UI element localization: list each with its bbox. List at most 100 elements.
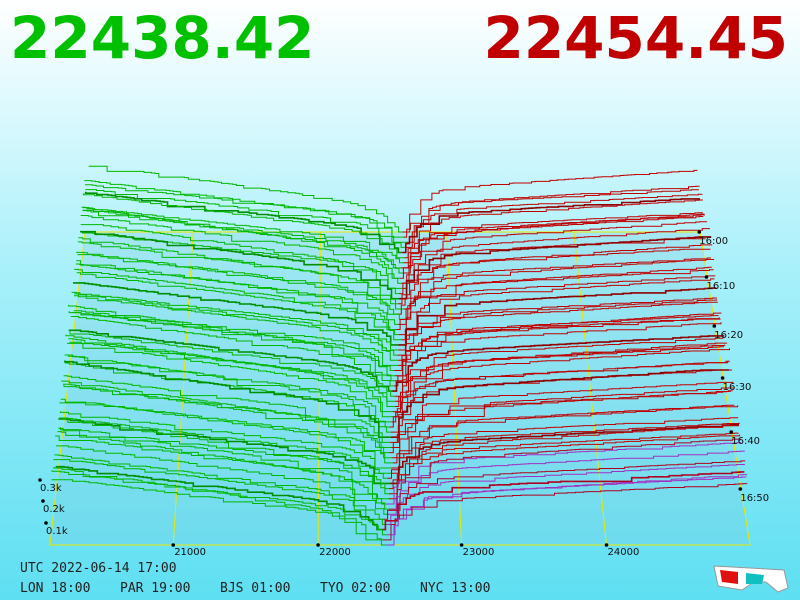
- ask-curve: [389, 425, 739, 495]
- city-time: BJS 01:00: [220, 581, 290, 596]
- bid-curve: [57, 431, 389, 510]
- bid-curve: [88, 165, 403, 233]
- ask-curve: [398, 301, 718, 361]
- bid-curve: [51, 470, 387, 536]
- ask-curve: [387, 422, 740, 479]
- ask-curve: [393, 322, 722, 387]
- ask-curve: [392, 342, 728, 413]
- bid-curve: [59, 417, 389, 495]
- ask-curve: [385, 442, 742, 505]
- city-time: NYC 13:00: [420, 581, 490, 596]
- ask-curve: [404, 199, 703, 259]
- bid-curve: [76, 251, 398, 315]
- bid-curve: [74, 295, 399, 361]
- depth-label: 0.3k: [40, 483, 62, 494]
- tick-dot: [697, 230, 702, 234]
- ask-curve: [383, 460, 746, 520]
- bid-curve: [64, 354, 390, 428]
- time-label: 16:20: [714, 330, 743, 341]
- ask-curve: [399, 228, 710, 295]
- bid-curve: [58, 427, 389, 500]
- bid-curve: [55, 445, 388, 515]
- ask-curve: [406, 185, 700, 243]
- tick-dot: [44, 521, 48, 525]
- ask-curve: [398, 269, 714, 325]
- glasses-icon: [713, 565, 789, 593]
- ask-curve: [398, 275, 716, 336]
- ask-curve: [389, 387, 734, 454]
- bid-curve: [53, 459, 387, 525]
- ask-curve: [396, 266, 712, 330]
- ask-curve: [389, 432, 739, 490]
- bid-curve: [80, 224, 400, 295]
- bid-curve: [68, 304, 395, 382]
- utc-time: UTC 2022-06-14 17:00: [20, 561, 177, 576]
- ask-curve: [397, 257, 711, 315]
- cyan-lens: [746, 573, 764, 584]
- tick-dot: [604, 543, 609, 547]
- red-lens: [720, 570, 738, 584]
- tick-dot: [38, 478, 42, 482]
- city-time: PAR 19:00: [120, 581, 190, 596]
- bid-curve: [69, 331, 395, 397]
- ask-curve: [404, 193, 703, 248]
- axis-labels: 21000 22000 23000 24000 16:00 16:10 16:20 16:30…: [38, 230, 769, 558]
- ask-curve: [390, 369, 729, 439]
- ask-curve: [395, 312, 722, 382]
- bid-curve: [68, 329, 393, 392]
- time-label: 16:50: [740, 493, 769, 504]
- price-label: 24000: [608, 547, 640, 558]
- time-label: 16:30: [723, 382, 752, 393]
- bid-curve: [61, 380, 390, 454]
- time-label: 16:40: [731, 436, 760, 447]
- bid-curve: [84, 180, 407, 243]
- time-label: 16:00: [699, 236, 728, 247]
- bid-curve: [70, 316, 394, 387]
- depth-label: 0.2k: [43, 504, 65, 515]
- ask-curve: [387, 450, 745, 515]
- depth-curves: [51, 165, 748, 546]
- tick-dot: [738, 487, 743, 491]
- ask-curve: [403, 189, 699, 238]
- tick-dot: [704, 275, 709, 279]
- ask-curve: [388, 438, 741, 510]
- bid-curve: [60, 398, 392, 469]
- bid-curve: [54, 454, 384, 520]
- ask-curve: [401, 221, 708, 284]
- bid-curve: [71, 291, 399, 351]
- ask-curve: [402, 198, 700, 254]
- bid-curve: [74, 293, 398, 356]
- ask-curve: [390, 423, 739, 485]
- ask-curve: [397, 299, 718, 356]
- ask-curve: [386, 464, 745, 525]
- time-label: 16:10: [706, 281, 735, 292]
- ask-curve: [391, 390, 733, 459]
- bid-curve: [82, 193, 405, 259]
- depth-label: 0.1k: [46, 526, 68, 537]
- ask-price: 22454.45: [483, 4, 788, 72]
- ask-curve: [389, 360, 730, 428]
- ask-curve: [391, 405, 739, 469]
- price-label: 21000: [174, 547, 206, 558]
- ask-curve: [385, 474, 748, 546]
- ask-curve: [403, 212, 703, 264]
- ask-curve: [403, 244, 713, 310]
- ask-curve: [399, 213, 705, 279]
- ask-curve: [398, 248, 711, 305]
- ask-curve: [392, 404, 735, 464]
- ask-curve: [392, 335, 725, 392]
- city-time: TYO 02:00: [320, 581, 390, 596]
- price-label: 23000: [463, 547, 495, 558]
- ask-curve: [382, 483, 748, 541]
- bid-curve: [78, 237, 404, 310]
- bid-curve: [80, 215, 402, 284]
- bid-curve: [76, 272, 402, 341]
- ask-curve: [399, 236, 712, 300]
- bid-curve: [74, 268, 399, 336]
- ask-curve: [394, 348, 730, 418]
- tick-dot: [459, 543, 464, 547]
- ask-curve: [398, 315, 719, 366]
- bid-curve: [65, 334, 393, 413]
- bid-curve: [77, 254, 404, 320]
